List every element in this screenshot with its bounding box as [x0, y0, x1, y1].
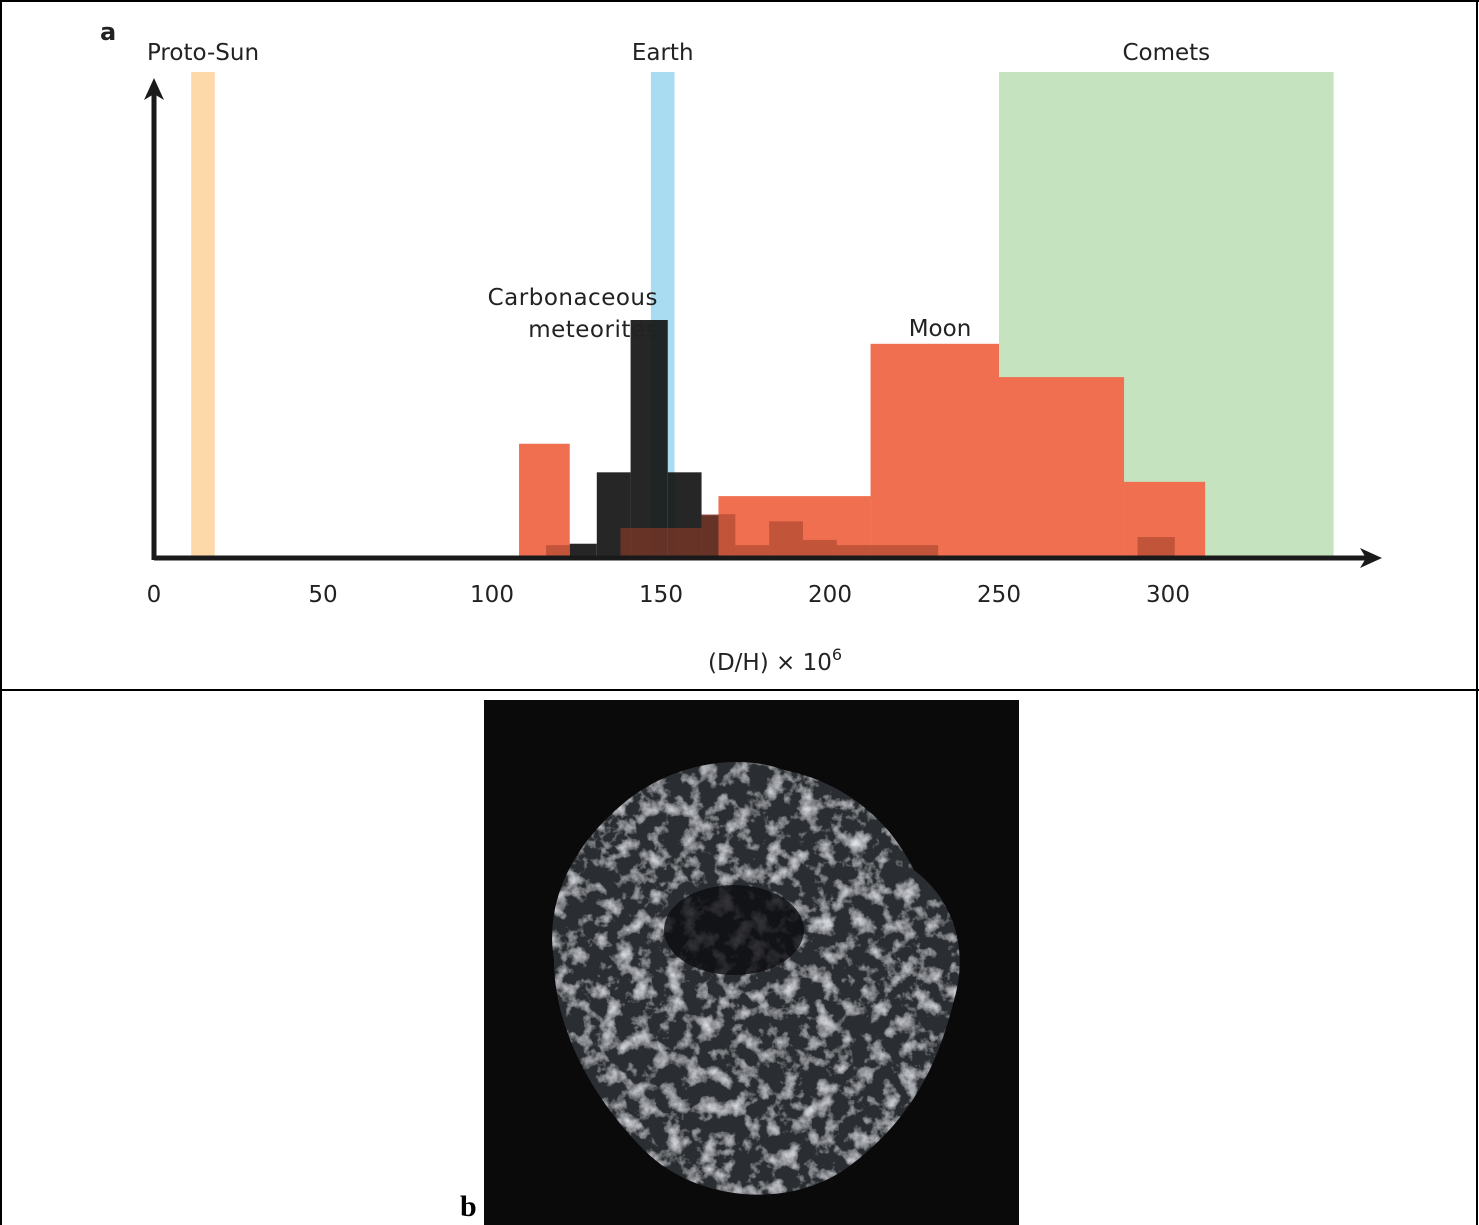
x-tick-label: 150	[639, 582, 683, 608]
histogram-bar	[519, 444, 570, 558]
x-tick-label: 100	[470, 582, 514, 608]
histogram-bar	[999, 377, 1124, 558]
x-axis-title-base: (D/H) × 10	[708, 650, 832, 676]
histogram-bar	[803, 540, 837, 558]
histogram-bar	[631, 320, 668, 558]
panel-label: b	[460, 1190, 477, 1224]
photo	[484, 700, 1019, 1225]
series-label: Carbonaceous meteorites	[462, 282, 658, 346]
range-label: Comets	[1122, 40, 1210, 66]
histogram-bar	[620, 528, 701, 558]
chart: a (D/H) × 106 0 50 100 150 200 250 300 Proto-Su…	[2, 2, 1478, 690]
panel-label: a	[100, 18, 116, 46]
series-label: Moon	[909, 316, 972, 342]
x-tick-label: 50	[308, 582, 337, 608]
range-label: Earth	[632, 40, 694, 66]
x-tick-label: 0	[147, 582, 162, 608]
x-tick-label: 300	[1146, 582, 1190, 608]
x-axis-title: (D/H) × 106	[708, 645, 842, 676]
histogram-bar	[702, 514, 736, 558]
rock-shadow	[664, 885, 804, 975]
histogram-series	[570, 320, 719, 558]
range-label: Proto-Sun	[147, 40, 259, 66]
figure: a (D/H) × 106 0 50 100 150 200 250 300 Proto-Su…	[0, 0, 1479, 1225]
histogram-bar	[769, 521, 803, 558]
histogram-bar	[871, 344, 999, 558]
histogram-bar	[1138, 537, 1175, 558]
range-band	[191, 72, 215, 558]
x-axis-title-exponent: 6	[832, 645, 842, 664]
x-tick-label: 250	[977, 582, 1021, 608]
x-tick-label: 200	[808, 582, 852, 608]
